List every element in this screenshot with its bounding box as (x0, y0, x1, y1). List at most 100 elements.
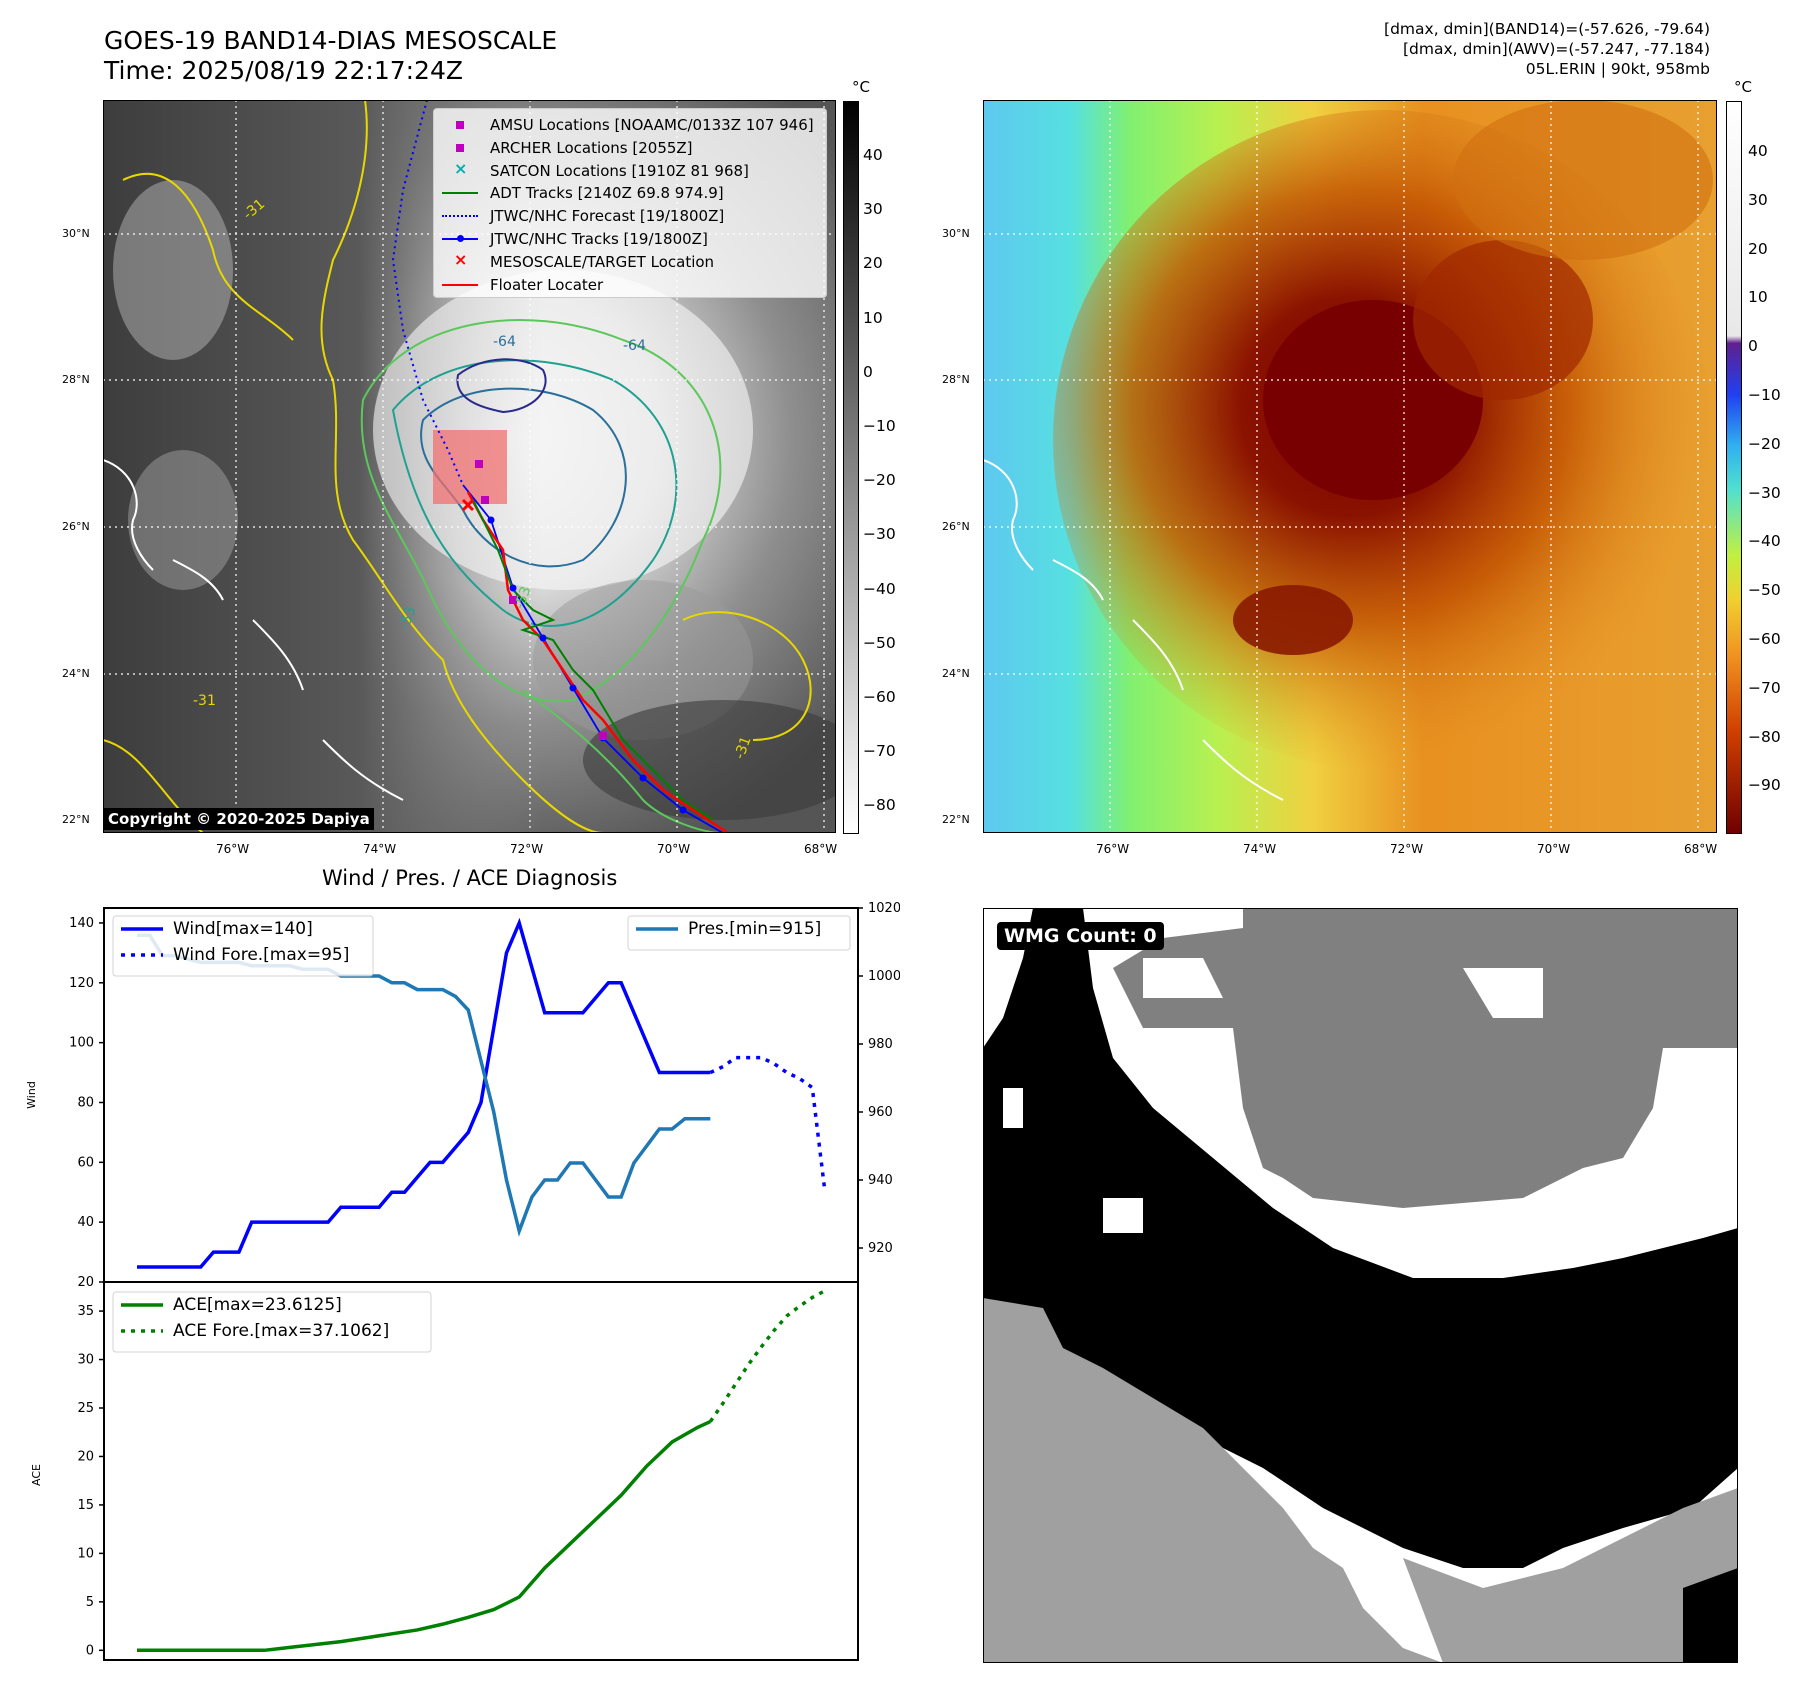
y2-tick-label: 940 (868, 1173, 893, 1188)
y-tick-label: 80 (77, 1095, 94, 1110)
svg-text:-64: -64 (493, 334, 516, 350)
colorbar-tick: −20 (863, 471, 896, 490)
y-tick-label: 5 (86, 1595, 94, 1610)
legend-text: Wind[max=140] (173, 919, 313, 939)
legend-text: Pres.[min=915] (688, 919, 821, 939)
legend-marker: × (454, 249, 468, 269)
colorbar-tick: −40 (1748, 532, 1781, 551)
lon-label: 74°W (363, 842, 397, 856)
colorbar-tick: −30 (863, 525, 896, 544)
lon-label: 76°W (1096, 842, 1130, 856)
colorbar-tick: 10 (1748, 288, 1768, 307)
lat-label: 26°N (942, 520, 970, 533)
lat-label: 30°N (62, 227, 90, 240)
colorbar-tick: 10 (863, 308, 883, 327)
ace-plot-frame (103, 1281, 859, 1661)
y-tick-label: 10 (77, 1546, 94, 1561)
legend-label: ARCHER Locations [2055Z] (490, 138, 693, 157)
series-line-1 (709, 1055, 827, 1193)
wmg-grid (983, 908, 1738, 1663)
legend-label: MESOSCALE/TARGET Location (490, 252, 715, 271)
gray-colorbar (843, 101, 859, 834)
legend-label: Floater Locater (490, 275, 604, 294)
y-axis-label: Wind (25, 1081, 38, 1109)
ace-legend (112, 1291, 432, 1353)
colorbar-tick: −30 (1748, 483, 1781, 502)
colorbar-tick: 20 (1748, 239, 1768, 258)
lat-label: 24°N (942, 667, 970, 680)
legend-entry: × MESOSCALE/TARGET Location (442, 249, 715, 272)
colorbar-tick: −70 (863, 742, 896, 761)
legend-entry: × SATCON Locations [1910Z 81 968] (442, 158, 749, 181)
svg-text:-64: -64 (623, 338, 646, 354)
lon-label: 70°W (657, 842, 691, 856)
pres-legend (627, 915, 851, 951)
lat-label: 28°N (62, 373, 90, 386)
legend-entry: JTWC/NHC Forecast [19/1800Z] (442, 206, 724, 226)
colorbar-tick: −50 (1748, 581, 1781, 600)
y2-tick-label: 920 (868, 1241, 893, 1256)
colorbar-tick: −70 (1748, 678, 1781, 697)
colorbar-tick: −60 (1748, 630, 1781, 648)
copyright-label: Copyright © 2020-2025 Dapiya (104, 808, 374, 830)
y-tick-label: 100 (69, 1036, 94, 1051)
y-tick-label: 20 (77, 1275, 94, 1290)
svg-text:-53: -53 (397, 604, 420, 631)
lat-label: 22°N (942, 813, 970, 826)
legend-text: ACE[max=23.6125] (173, 1295, 342, 1315)
panel-title: GOES-19 BAND14-DIAS MESOSCALE (104, 26, 558, 55)
svg-text:-31: -31 (193, 693, 216, 709)
y2-tick-label: 1000 (868, 969, 900, 984)
lat-label: 22°N (62, 813, 90, 826)
band14-range: [dmax, dmin](BAND14)=(-57.626, -79.64) (1384, 20, 1710, 38)
legend-label: JTWC/NHC Forecast [19/1800Z] (490, 207, 725, 226)
wmg-count-badge: WMG Count: 0 (997, 922, 1164, 950)
colorbar-tick: 40 (1748, 142, 1768, 160)
colorbar-tick: −40 (863, 579, 896, 598)
diagnosis-title: Wind / Pres. / ACE Diagnosis (322, 866, 618, 890)
y-tick-label: 60 (77, 1155, 94, 1170)
storm-info: 05L.ERIN | 90kt, 958mb (1525, 60, 1710, 78)
y-tick-label: 140 (69, 916, 94, 931)
colorbar-tick: −10 (1748, 386, 1781, 404)
panel-time: Time: 2025/08/19 22:17:24Z (104, 56, 463, 85)
legend-marker (442, 141, 478, 155)
y2-tick-label: 960 (868, 1105, 893, 1120)
legend-marker: × (454, 158, 468, 178)
mesoscale-target-box (433, 430, 507, 504)
colorbar-tick: −20 (1748, 434, 1781, 453)
colorbar-tick: −80 (1748, 727, 1781, 746)
lon-label: 74°W (1243, 842, 1277, 856)
legend-entry: AMSU Locations [NOAAMC/0133Z 107 946] (442, 115, 814, 135)
colorbar-tick: −90 (1748, 776, 1781, 795)
lon-label: 72°W (1390, 842, 1424, 856)
svg-text:-53: -53 (512, 584, 535, 611)
awv-color-map (983, 100, 1717, 833)
map-legend: AMSU Locations [NOAAMC/0133Z 107 946] ARC… (433, 108, 827, 298)
colorbar-tick: 30 (1748, 190, 1768, 209)
lon-label: 76°W (216, 842, 250, 856)
lat-label: 26°N (62, 520, 90, 533)
ace-axis-label: ACE (30, 1464, 43, 1486)
colorbar-tick: −50 (863, 633, 896, 652)
legend-label: ADT Tracks [2140Z 69.8 974.9] (490, 184, 724, 203)
legend-label: SATCON Locations [1910Z 81 968] (490, 161, 749, 180)
lon-label: 72°W (510, 842, 544, 856)
y-tick-label: 20 (77, 1449, 94, 1464)
lon-label: 68°W (804, 842, 838, 856)
legend-marker (442, 232, 478, 246)
colorbar-tick: 40 (863, 146, 883, 164)
colorbar-unit: °C (852, 78, 870, 96)
colorbar-tick: 30 (863, 200, 883, 219)
y-tick-label: 0 (86, 1643, 94, 1658)
legend-entry: Floater Locater (442, 275, 603, 295)
series-line-0 (137, 917, 711, 1269)
y-tick-label: 120 (69, 976, 94, 991)
lat-label: 24°N (62, 667, 90, 680)
lat-label: 30°N (942, 227, 970, 240)
legend-text: ACE Fore.[max=37.1062] (173, 1321, 389, 1341)
legend-marker (442, 118, 478, 132)
legend-marker (442, 278, 478, 292)
lon-label: 70°W (1537, 842, 1571, 856)
colorbar-tick: 20 (863, 254, 883, 273)
